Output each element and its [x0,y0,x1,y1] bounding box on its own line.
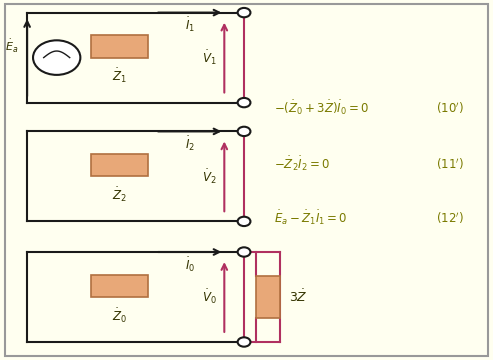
Text: $\dot{V}_0$: $\dot{V}_0$ [202,288,217,306]
Text: $(12')$: $(12')$ [436,210,464,226]
Circle shape [33,40,80,75]
Circle shape [238,337,250,347]
Circle shape [238,217,250,226]
Bar [91,154,148,176]
Text: $\dot{I}_0$: $\dot{I}_0$ [185,255,195,274]
Text: $\dot{Z}_2$: $\dot{Z}_2$ [112,185,127,204]
Bar [91,35,148,58]
Circle shape [238,8,250,17]
Text: $\dot{E}_a-\dot{Z}_1\dot{I}_1=0$: $\dot{E}_a-\dot{Z}_1\dot{I}_1=0$ [274,208,347,227]
Text: $(11')$: $(11')$ [436,156,464,172]
Text: $\dot{E}_a$: $\dot{E}_a$ [4,38,18,55]
Text: $\dot{V}_1$: $\dot{V}_1$ [202,48,217,67]
Text: $\dot{I}_1$: $\dot{I}_1$ [185,16,195,35]
Bar [91,275,148,297]
Text: $-\dot{Z}_2\dot{I}_2=0$: $-\dot{Z}_2\dot{I}_2=0$ [274,154,329,173]
Text: $\dot{I}_2$: $\dot{I}_2$ [185,135,195,153]
Circle shape [238,127,250,136]
Text: $\dot{V}_2$: $\dot{V}_2$ [202,167,217,186]
Text: $\dot{Z}_1$: $\dot{Z}_1$ [112,67,127,85]
Text: $-(\dot{Z}_0+3\dot{Z})\dot{I}_0=0$: $-(\dot{Z}_0+3\dot{Z})\dot{I}_0=0$ [274,99,369,117]
Circle shape [238,247,250,257]
Bar [256,276,280,318]
Text: $\dot{Z}_0$: $\dot{Z}_0$ [112,306,127,325]
Circle shape [238,98,250,107]
Text: $3\dot{Z}$: $3\dot{Z}$ [289,289,308,305]
Text: $(10')$: $(10')$ [436,100,464,116]
